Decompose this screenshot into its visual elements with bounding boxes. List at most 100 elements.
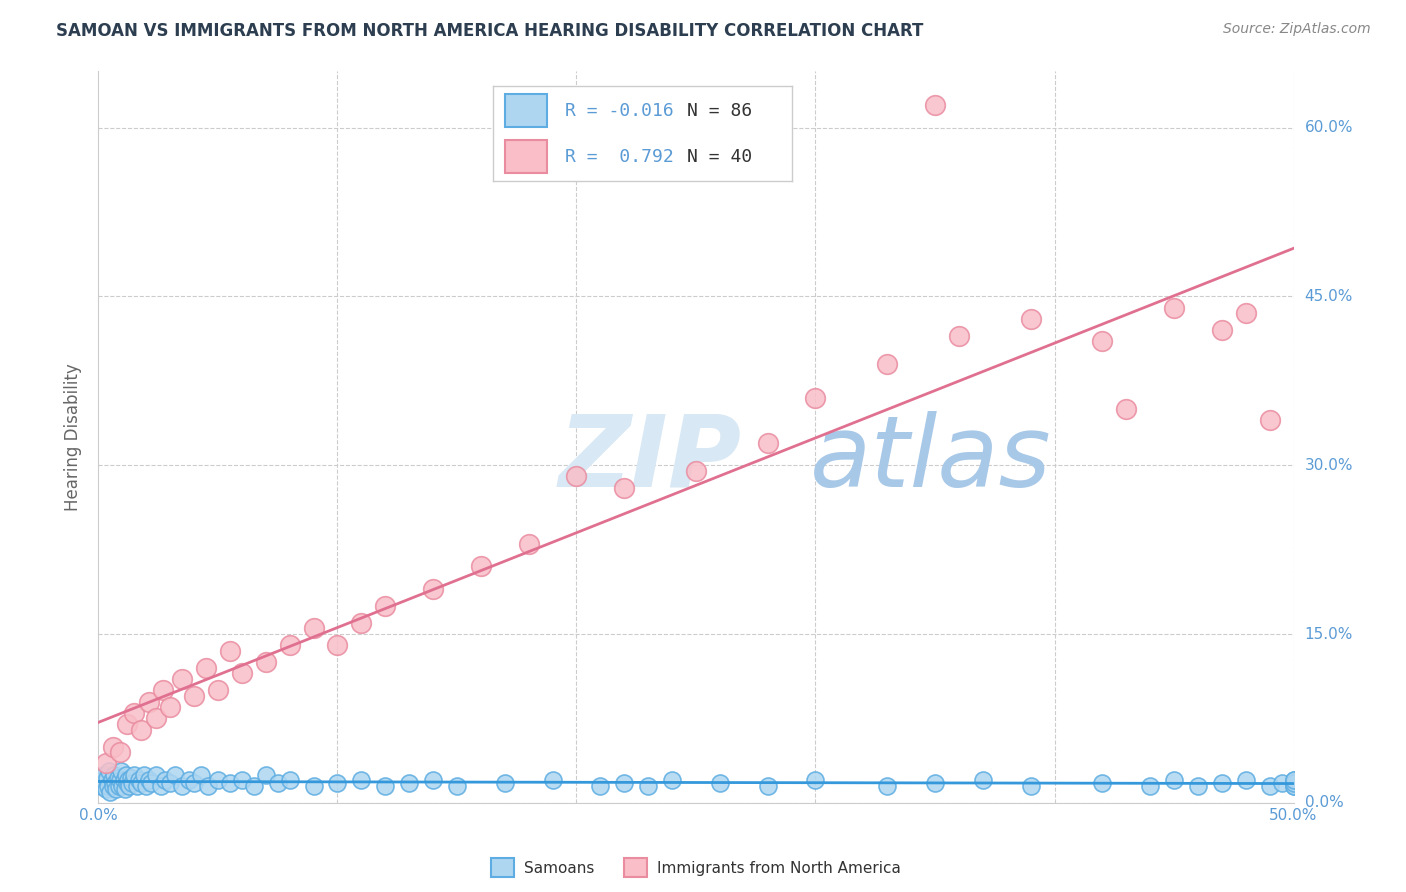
Point (97, 779, 120, 793)
Point (94, 756, 117, 771)
Point (107, 779, 129, 793)
Point (207, 773, 229, 788)
Point (302, 779, 325, 793)
Point (115, 717, 138, 731)
Point (172, 779, 194, 793)
Point (326, 638, 349, 652)
Point (138, 773, 160, 788)
Point (972, 773, 994, 788)
Point (145, 711, 167, 725)
Point (278, 638, 301, 652)
Point (924, 98, 946, 112)
Point (139, 775, 162, 789)
Point (278, 773, 301, 788)
Text: 0.0%: 0.0% (1305, 796, 1343, 810)
Point (115, 767, 138, 781)
Point (1282, 773, 1305, 788)
Point (219, 644, 242, 658)
Point (1258, 413, 1281, 427)
Point (1282, 779, 1305, 793)
Point (1234, 773, 1257, 788)
Point (179, 773, 201, 788)
Point (1187, 779, 1209, 793)
Point (374, 599, 396, 613)
Point (470, 559, 492, 574)
Point (155, 773, 177, 788)
Point (117, 773, 139, 788)
Point (709, 775, 731, 789)
Point (101, 739, 124, 754)
Point (131, 723, 153, 737)
Point (120, 771, 142, 785)
Point (254, 655, 277, 669)
Point (1234, 306, 1257, 320)
Point (125, 779, 148, 793)
Point (350, 615, 373, 630)
Point (1282, 775, 1305, 789)
Point (101, 779, 124, 793)
Point (219, 775, 242, 789)
Point (398, 775, 420, 789)
Point (149, 779, 172, 793)
Point (172, 672, 194, 686)
Text: Source: ZipAtlas.com: Source: ZipAtlas.com (1223, 22, 1371, 37)
Point (207, 683, 229, 698)
Point (422, 773, 444, 788)
Point (94, 782, 117, 797)
Point (100, 773, 122, 788)
Point (804, 391, 827, 405)
Point (1139, 779, 1161, 793)
Point (876, 779, 898, 793)
Point (756, 435, 779, 450)
Point (804, 773, 827, 788)
Point (111, 779, 134, 793)
Point (1091, 775, 1114, 789)
Point (132, 767, 155, 781)
Point (114, 782, 136, 797)
Point (197, 779, 219, 793)
Point (243, 779, 266, 793)
Point (1271, 775, 1294, 789)
Point (1019, 779, 1042, 793)
Point (98, 764, 121, 779)
Point (350, 773, 373, 788)
Point (446, 779, 468, 793)
Point (924, 775, 946, 789)
Point (302, 621, 325, 635)
Point (661, 773, 683, 788)
Point (1091, 334, 1114, 349)
Point (589, 779, 612, 793)
Point (1282, 773, 1305, 788)
Point (118, 779, 141, 793)
Point (96, 771, 118, 785)
Point (163, 767, 186, 781)
Point (90, 779, 112, 793)
Point (1163, 773, 1185, 788)
Point (254, 767, 277, 781)
Point (541, 773, 564, 788)
Point (517, 537, 540, 551)
Point (494, 775, 516, 789)
Point (756, 779, 779, 793)
Point (1258, 779, 1281, 793)
Point (91, 773, 114, 788)
Point (103, 767, 125, 781)
Point (124, 706, 146, 720)
Point (183, 689, 205, 703)
Point (231, 666, 253, 681)
Point (374, 779, 396, 793)
Point (267, 775, 290, 789)
Point (135, 779, 157, 793)
Point (98, 784, 122, 798)
Point (231, 773, 253, 788)
Point (108, 745, 131, 759)
Text: SAMOAN VS IMMIGRANTS FROM NORTH AMERICA HEARING DISABILITY CORRELATION CHART: SAMOAN VS IMMIGRANTS FROM NORTH AMERICA … (56, 22, 924, 40)
Point (183, 775, 205, 789)
Text: 45.0%: 45.0% (1305, 289, 1353, 304)
Point (1282, 779, 1305, 793)
Text: atlas: atlas (810, 410, 1052, 508)
Text: 30.0%: 30.0% (1305, 458, 1353, 473)
Point (145, 767, 167, 781)
Point (121, 775, 143, 789)
Point (152, 683, 174, 698)
